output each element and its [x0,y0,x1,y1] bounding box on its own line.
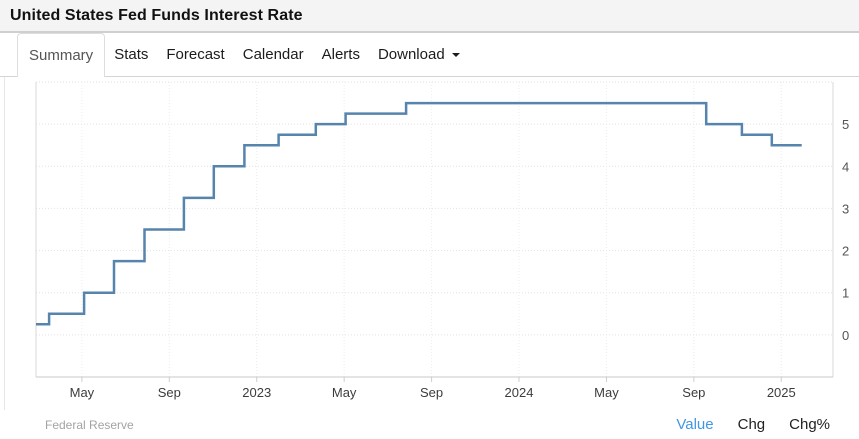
x-axis-label: 2023 [242,385,271,400]
page-title: United States Fed Funds Interest Rate [10,6,303,24]
left-border [4,34,5,410]
x-axis-label: Sep [420,385,443,400]
tab-download[interactable]: Download [369,33,469,76]
source-label: Federal Reserve [45,417,134,432]
x-axis-label: Sep [158,385,181,400]
tab-download-label: Download [377,46,445,63]
tab-forecast[interactable]: Forecast [157,33,233,76]
chg-pct-link[interactable]: Chg% [789,416,830,433]
y-axis-label: 2 [842,244,849,259]
y-axis-label: 0 [842,328,849,343]
chart-footer: Federal Reserve Value Chg Chg% [0,410,859,439]
x-axis-label: 2024 [505,385,534,400]
x-axis-label: May [332,385,357,400]
x-axis-label: Sep [682,385,705,400]
y-axis-label: 4 [842,159,849,174]
chg-link[interactable]: Chg [737,416,766,433]
footer-links: Value Chg Chg% [676,410,830,439]
caret-down-icon [451,52,460,57]
y-axis-label: 5 [842,117,849,132]
tab-stats[interactable]: Stats [105,33,157,76]
x-axis-label: May [594,385,619,400]
tab-alerts[interactable]: Alerts [313,33,369,76]
y-axis-label: 1 [842,286,849,301]
tab-calendar[interactable]: Calendar [234,33,313,76]
page-header: United States Fed Funds Interest Rate [0,0,859,33]
y-axis-label: 3 [842,201,849,216]
fed-funds-rate-line [36,101,802,326]
x-axis-label: 2025 [767,385,796,400]
chart[interactable]: May Sep 2023 May Sep 2024 May Sep 2025 0 1 2 3 4 5 [0,76,859,410]
x-axis-label: May [70,385,95,400]
tab-summary[interactable]: Summary [17,33,106,77]
tab-bar: Summary Stats Forecast Calendar Alerts D… [0,33,859,77]
value-link[interactable]: Value [676,416,714,433]
fed-funds-chart-canvas[interactable]: May Sep 2023 May Sep 2024 May Sep 2025 0 1 2 3 4 5 [0,76,859,410]
